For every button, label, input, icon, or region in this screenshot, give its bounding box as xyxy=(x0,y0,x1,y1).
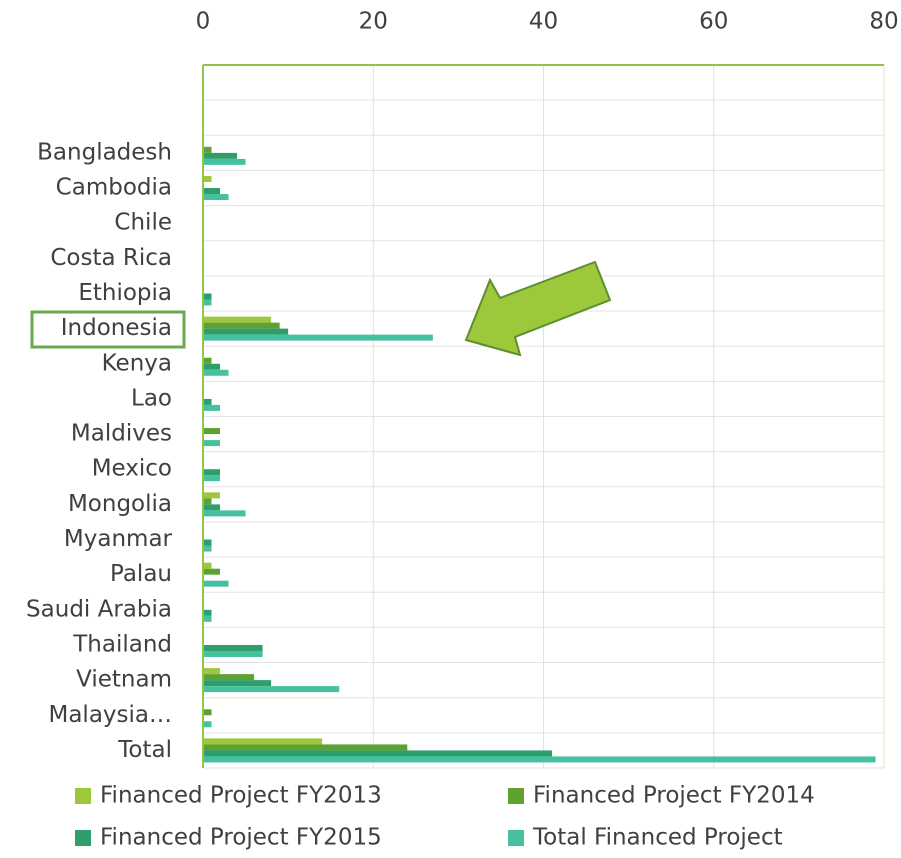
bar xyxy=(203,146,212,153)
bar xyxy=(203,299,212,306)
bar xyxy=(203,709,212,716)
bar xyxy=(203,609,212,616)
bar xyxy=(203,440,221,447)
y-tick-label: Mongolia xyxy=(68,491,172,517)
x-tick-label: 20 xyxy=(359,9,388,35)
bar xyxy=(203,539,212,546)
bar xyxy=(203,644,263,651)
legend-swatch xyxy=(508,788,524,804)
y-tick-label: Chile xyxy=(114,210,172,236)
legend-label: Financed Project FY2015 xyxy=(100,825,382,851)
legend-swatch xyxy=(75,830,91,846)
legend-label: Financed Project FY2014 xyxy=(533,783,815,809)
x-tick-label: 60 xyxy=(699,9,728,35)
grid xyxy=(203,64,885,769)
bar xyxy=(203,293,212,300)
bar xyxy=(203,504,221,511)
bar xyxy=(203,680,272,687)
y-tick-label: Lao xyxy=(131,385,172,411)
bar xyxy=(203,750,553,757)
bar xyxy=(203,404,221,411)
bar xyxy=(203,562,212,569)
y-tick-label: Ethiopia xyxy=(78,280,172,306)
bar xyxy=(203,357,212,364)
y-tick-label: Kenya xyxy=(102,350,172,376)
y-tick-label: Indonesia xyxy=(61,315,172,341)
x-tick-label: 40 xyxy=(529,9,558,35)
bar xyxy=(203,738,323,745)
legend-swatch xyxy=(75,788,91,804)
bar xyxy=(203,492,221,499)
bar xyxy=(203,316,272,323)
y-tick-label: Bangladesh xyxy=(37,139,172,165)
legend-swatch xyxy=(508,830,524,846)
bar xyxy=(203,668,221,675)
y-tick-label: Vietnam xyxy=(76,667,172,693)
bar xyxy=(203,328,289,335)
bar xyxy=(203,756,876,763)
y-tick-label: Thailand xyxy=(72,631,172,657)
x-tick-label: 80 xyxy=(869,9,898,35)
bar xyxy=(203,428,221,435)
y-tick-label: Palau xyxy=(110,561,172,587)
bar xyxy=(203,363,221,370)
legend-label: Total Financed Project xyxy=(532,825,783,851)
bar xyxy=(203,194,229,201)
y-tick-label: Mexico xyxy=(92,456,172,482)
bar xyxy=(203,322,280,329)
bar xyxy=(203,674,255,681)
bars xyxy=(203,146,876,763)
bar xyxy=(203,545,212,552)
y-tick-label: Costa Rica xyxy=(50,245,172,271)
y-tick-label: Cambodia xyxy=(56,175,172,201)
bar xyxy=(203,686,340,693)
highlight-box xyxy=(30,310,186,349)
bar xyxy=(203,176,212,183)
y-tick-label: Myanmar xyxy=(64,526,173,552)
bar xyxy=(203,580,229,587)
bar xyxy=(203,188,221,195)
bar xyxy=(203,744,408,751)
bar xyxy=(203,334,433,341)
bar xyxy=(203,475,221,482)
bar xyxy=(203,158,246,165)
bar xyxy=(203,398,212,405)
bar xyxy=(203,498,212,505)
annotation-arrow xyxy=(464,260,612,357)
legend-label: Financed Project FY2013 xyxy=(100,783,382,809)
bar xyxy=(203,721,212,728)
bar xyxy=(203,152,238,159)
bar xyxy=(203,568,221,575)
bar xyxy=(203,469,221,476)
y-tick-label: Saudi Arabia xyxy=(26,596,172,622)
y-tick-label: Maldives xyxy=(71,421,172,447)
bar xyxy=(203,510,246,517)
bar xyxy=(203,615,212,622)
y-tick-label: Malaysia… xyxy=(48,702,172,728)
y-tick-label: Total xyxy=(117,737,172,763)
x-tick-label: 0 xyxy=(196,9,211,35)
bar xyxy=(203,369,229,376)
bar xyxy=(203,650,263,657)
